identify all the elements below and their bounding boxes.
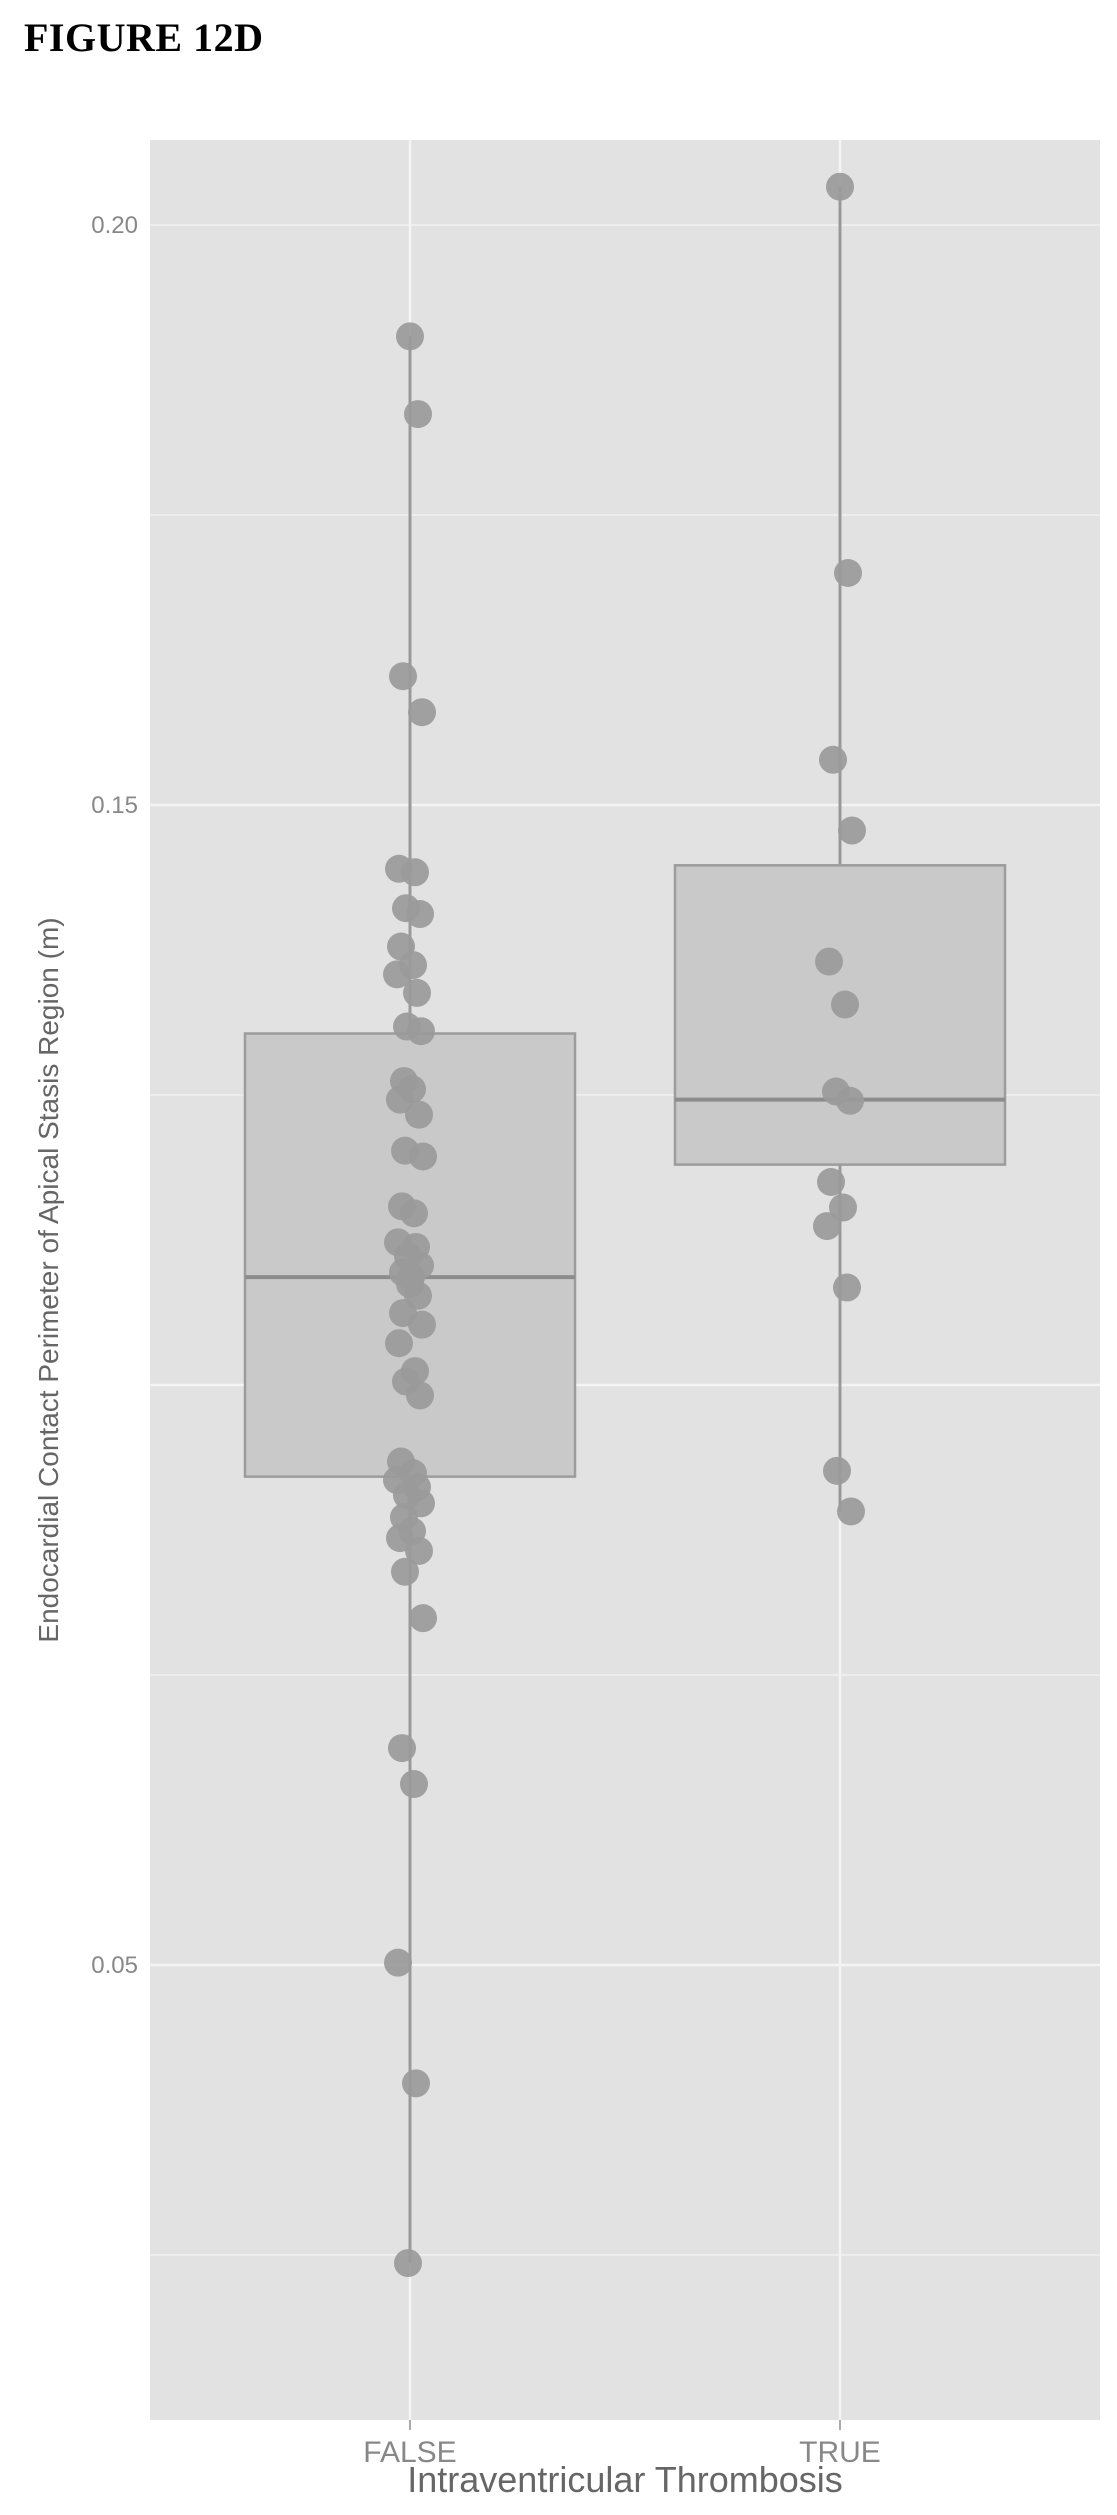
data-point bbox=[400, 1199, 428, 1228]
data-point bbox=[403, 978, 431, 1007]
data-point bbox=[385, 1329, 413, 1358]
data-point bbox=[406, 1381, 434, 1410]
data-point bbox=[394, 2249, 422, 2278]
x-axis-title: Intraventricular Thrombosis bbox=[407, 2459, 843, 2500]
data-point bbox=[823, 1456, 851, 1485]
y-tick-label: 0.15 bbox=[91, 792, 138, 819]
data-point bbox=[405, 1536, 433, 1565]
data-point bbox=[407, 1017, 435, 1046]
data-point bbox=[817, 1168, 845, 1196]
data-point bbox=[408, 698, 436, 727]
data-point bbox=[826, 172, 854, 201]
data-point bbox=[386, 1085, 414, 1114]
y-axis-title: Endocardial Contact Perimeter of Apical … bbox=[33, 917, 64, 1642]
data-point bbox=[829, 1193, 857, 1222]
data-point bbox=[406, 900, 434, 929]
data-point bbox=[836, 1086, 864, 1115]
data-point bbox=[838, 816, 866, 845]
data-point bbox=[409, 1142, 437, 1171]
data-point bbox=[400, 1770, 428, 1799]
data-point bbox=[408, 1310, 436, 1339]
y-tick-label: 0.20 bbox=[91, 212, 138, 239]
data-point bbox=[383, 960, 411, 989]
data-point bbox=[396, 322, 424, 351]
data-point bbox=[815, 947, 843, 976]
data-point bbox=[389, 662, 417, 691]
data-point bbox=[837, 1497, 865, 1526]
data-point bbox=[391, 1557, 419, 1586]
data-point bbox=[405, 1100, 433, 1129]
x-tick-label: TRUE bbox=[799, 2436, 881, 2469]
data-point bbox=[402, 2069, 430, 2098]
data-point bbox=[833, 1273, 861, 1302]
data-point bbox=[401, 858, 429, 887]
data-point bbox=[831, 990, 859, 1019]
data-point bbox=[404, 400, 432, 429]
data-point bbox=[384, 1948, 412, 1977]
figure-label: FIGURE 12D bbox=[24, 15, 264, 60]
axis-ticks: 0.05 0.15 0.20 FALSE TRUE bbox=[91, 212, 881, 2469]
data-point bbox=[388, 1734, 416, 1763]
data-points bbox=[383, 172, 866, 2278]
data-point bbox=[819, 745, 847, 774]
y-tick-label: 0.05 bbox=[91, 1952, 138, 1979]
data-point bbox=[409, 1604, 437, 1633]
x-tick-label: FALSE bbox=[363, 2436, 456, 2469]
data-point bbox=[813, 1212, 841, 1241]
data-point bbox=[834, 559, 862, 587]
